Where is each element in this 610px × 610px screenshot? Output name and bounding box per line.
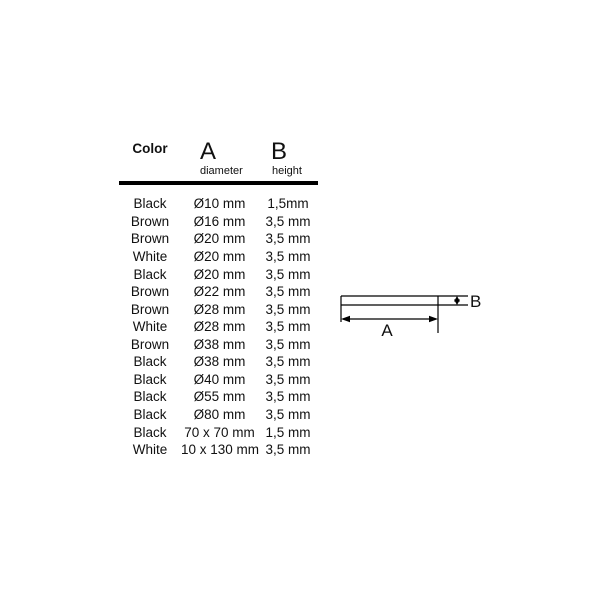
table-row: Brown Ø38 mm 3,5 mm <box>119 336 318 354</box>
table-row: Black 70 x 70 mm 1,5 mm <box>119 423 318 441</box>
cell-height: 3,5 mm <box>265 407 311 423</box>
cell-color: Black <box>133 407 167 423</box>
table-row: White Ø28 mm 3,5 mm <box>119 318 318 336</box>
table-row: Black Ø80 mm 3,5 mm <box>119 406 318 424</box>
cell-diameter: Ø20 mm <box>193 266 246 282</box>
cell-height: 3,5 mm <box>265 213 311 229</box>
cell-color: Black <box>133 424 167 440</box>
cell-height: 3,5 mm <box>265 442 311 458</box>
width-dimension-arrow <box>341 315 438 323</box>
table-row: White Ø20 mm 3,5 mm <box>119 248 318 266</box>
column-header-b-subtitle: height <box>272 165 302 177</box>
cell-diameter: Ø28 mm <box>193 301 246 317</box>
cell-color: Black <box>133 196 167 212</box>
cell-color: Black <box>133 389 167 405</box>
cell-height: 3,5 mm <box>265 231 311 247</box>
cell-diameter: Ø38 mm <box>193 354 246 370</box>
cell-diameter: Ø10 mm <box>193 196 246 212</box>
diagram-height-label: B <box>470 292 481 311</box>
cell-diameter: 70 x 70 mm <box>184 424 255 440</box>
table-row: Black Ø55 mm 3,5 mm <box>119 388 318 406</box>
column-header-a-subtitle: diameter <box>200 165 243 177</box>
table-row: Brown Ø16 mm 3,5 mm <box>119 213 318 231</box>
table-row: Black Ø38 mm 3,5 mm <box>119 353 318 371</box>
cell-diameter: Ø16 mm <box>193 213 246 229</box>
table-row: Brown Ø20 mm 3,5 mm <box>119 230 318 248</box>
cell-color: Brown <box>130 213 170 229</box>
cell-height: 1,5 mm <box>265 424 311 440</box>
cell-diameter: Ø55 mm <box>193 389 246 405</box>
height-dimension-arrow <box>454 296 460 305</box>
cell-diameter: Ø40 mm <box>193 371 246 387</box>
table-row: Black Ø40 mm 3,5 mm <box>119 371 318 389</box>
cell-height: 3,5 mm <box>265 301 311 317</box>
cell-height: 3,5 mm <box>265 371 311 387</box>
table-row: Brown Ø22 mm 3,5 mm <box>119 283 318 301</box>
header-divider-line <box>119 181 318 185</box>
cell-height: 3,5 mm <box>265 248 311 264</box>
cell-diameter: Ø20 mm <box>193 248 246 264</box>
cell-color: Black <box>133 266 167 282</box>
dimension-diagram: A B <box>340 292 481 340</box>
cell-color: Brown <box>130 301 170 317</box>
diagram-width-label: A <box>381 321 393 340</box>
spec-table: Black Ø10 mm 1,5mm Brown Ø16 mm 3,5 mm B… <box>119 195 318 458</box>
cell-diameter: 10 x 130 mm <box>181 442 260 458</box>
cell-color: White <box>132 319 168 335</box>
cell-diameter: Ø22 mm <box>193 284 246 300</box>
table-row: Brown Ø28 mm 3,5 mm <box>119 300 318 318</box>
cell-height: 3,5 mm <box>265 319 311 335</box>
cell-height: 3,5 mm <box>265 354 311 370</box>
cell-color: Black <box>133 371 167 387</box>
cell-diameter: Ø38 mm <box>193 336 246 352</box>
cell-height: 3,5 mm <box>265 284 311 300</box>
cell-diameter: Ø80 mm <box>193 407 246 423</box>
table-row: White 10 x 130 mm 3,5 mm <box>119 441 318 459</box>
cell-diameter: Ø28 mm <box>193 319 246 335</box>
column-header-a-symbol: A <box>200 138 217 165</box>
cell-diameter: Ø20 mm <box>193 231 246 247</box>
column-header-color: Color <box>132 141 168 156</box>
cell-color: Brown <box>130 284 170 300</box>
cell-color: White <box>132 442 168 458</box>
cell-height: 3,5 mm <box>265 336 311 352</box>
column-header-b-symbol: B <box>271 138 288 165</box>
cell-height: 3,5 mm <box>265 266 311 282</box>
cell-height: 3,5 mm <box>265 389 311 405</box>
cell-color: Brown <box>130 336 170 352</box>
table-row: Black Ø10 mm 1,5mm <box>119 195 318 213</box>
cell-color: Black <box>133 354 167 370</box>
cell-height: 1,5mm <box>267 196 309 212</box>
cell-color: White <box>132 248 168 264</box>
table-row: Black Ø20 mm 3,5 mm <box>119 265 318 283</box>
cell-color: Brown <box>130 231 170 247</box>
